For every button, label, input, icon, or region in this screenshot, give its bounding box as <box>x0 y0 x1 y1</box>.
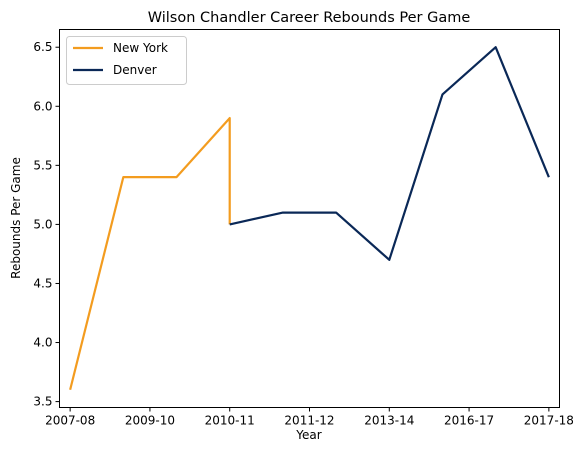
x-tick-label: 2016-17 <box>444 414 494 428</box>
y-tick-label: 6.5 <box>33 40 52 54</box>
y-tick-label: 5.5 <box>33 158 52 172</box>
y-axis-ticks: 3.5 4.0 4.5 5.0 5.5 6.0 6.5 <box>33 40 60 409</box>
x-axis-title: Year <box>295 428 321 442</box>
y-tick-label: 4.0 <box>33 336 52 350</box>
x-tick-label: 2011-12 <box>284 414 334 428</box>
plot-frame <box>59 29 560 408</box>
y-tick-label: 6.0 <box>33 99 52 113</box>
x-tick-label: 2007-08 <box>45 414 95 428</box>
chart-title: Wilson Chandler Career Rebounds Per Game <box>148 10 471 26</box>
series-line-denver <box>229 46 550 261</box>
series-lines <box>69 46 550 391</box>
y-tick-label: 4.5 <box>33 276 52 290</box>
x-tick-label: 2017-18 <box>524 414 573 428</box>
x-tick-label: 2009-10 <box>125 414 175 428</box>
legend-label: New York <box>113 41 168 55</box>
series-line-new-york <box>69 116 231 391</box>
y-tick-label: 3.5 <box>33 395 52 409</box>
legend: New York Denver <box>66 36 187 85</box>
y-axis-title: Rebounds Per Game <box>9 157 23 279</box>
x-tick-label: 2013-14 <box>364 414 414 428</box>
y-tick-label: 5.0 <box>33 217 52 231</box>
legend-label: Denver <box>113 63 157 77</box>
x-tick-label: 2010-11 <box>205 414 255 428</box>
x-axis-ticks: 2007-08 2009-10 2010-11 2011-12 2013-14 2016-… <box>45 407 573 428</box>
